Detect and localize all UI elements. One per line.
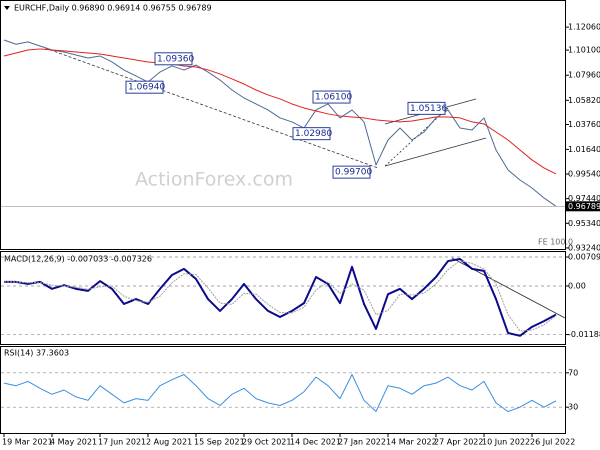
y-tick-label: 1.07960 bbox=[568, 71, 600, 80]
rsi-title: RSI(14) 37.3603 bbox=[4, 349, 69, 358]
x-tick-label: 19 Mar 2021 bbox=[2, 438, 53, 447]
x-tick-label: 17 Jun 2021 bbox=[98, 438, 146, 447]
watermark: ActionForex.com bbox=[135, 169, 293, 191]
x-tick-label: 27 Jan 2022 bbox=[338, 438, 386, 447]
x-tick-label: 26 Jul 2022 bbox=[530, 438, 575, 447]
y-tick-label: 30 bbox=[568, 403, 578, 412]
series-line bbox=[4, 260, 557, 332]
macd-title: MACD(12,26,9) -0.007033 -0.007326 bbox=[4, 255, 152, 264]
annotation-box bbox=[312, 90, 351, 104]
series-line bbox=[3, 374, 557, 412]
x-tick-label: 14 Dec 2021 bbox=[290, 438, 341, 447]
rsi-panel bbox=[0, 346, 566, 434]
annotation-label: 0.99700 bbox=[335, 168, 372, 178]
y-tick-label: 1.01640 bbox=[568, 145, 600, 154]
y-tick-label: 0.99540 bbox=[568, 170, 600, 179]
annotation-box bbox=[125, 80, 164, 94]
last-price-label: 0.96789 bbox=[568, 202, 600, 211]
series-line bbox=[3, 48, 557, 175]
y-tick-label: -0.011887 bbox=[568, 330, 600, 339]
title-icon bbox=[4, 6, 10, 10]
x-tick-label: 27 Apr 2022 bbox=[434, 438, 483, 447]
y-tick-label: 0.93240 bbox=[568, 243, 600, 252]
x-tick-label: 14 Mar 2022 bbox=[386, 438, 437, 447]
y-tick-label: 0.95340 bbox=[568, 219, 600, 228]
series-line bbox=[3, 39, 557, 207]
annotation-box bbox=[292, 127, 331, 141]
annotation-label: 1.06940 bbox=[128, 83, 165, 93]
y-tick-label: 70 bbox=[568, 368, 578, 377]
last-price-box bbox=[565, 201, 600, 212]
annotation-box bbox=[154, 52, 193, 66]
annotation-label: 1.02980 bbox=[295, 129, 332, 139]
annotation-label: 1.09360 bbox=[157, 54, 194, 64]
y-tick-label: 0.00 bbox=[568, 281, 586, 290]
annotation-label: 1.05136 bbox=[410, 104, 447, 114]
y-tick-label: 1.10100 bbox=[568, 46, 600, 55]
chart-title: EURCHF,Daily 0.96890 0.96914 0.96755 0.9… bbox=[14, 4, 212, 13]
x-tick-label: 10 Jun 2022 bbox=[482, 438, 530, 447]
y-tick-label: 0.97440 bbox=[568, 194, 600, 203]
x-tick-label: 2 Aug 2021 bbox=[146, 438, 192, 447]
annotation-label: 1.06100 bbox=[315, 93, 352, 103]
macd-panel bbox=[0, 251, 566, 345]
x-tick-label: 29 Oct 2021 bbox=[242, 438, 291, 447]
channel-lower bbox=[384, 137, 487, 167]
series-line bbox=[4, 258, 557, 337]
x-tick-label: 15 Sep 2021 bbox=[194, 438, 245, 447]
y-tick-label: 1.05820 bbox=[568, 96, 600, 105]
fe-label: FE 100.0 bbox=[538, 238, 573, 247]
trend-line bbox=[44, 47, 379, 169]
y-tick-label: 1.12060 bbox=[568, 23, 600, 32]
x-tick-label: 4 May 2021 bbox=[50, 438, 97, 447]
y-tick-label: 1.03760 bbox=[568, 120, 600, 129]
annotation-box bbox=[332, 165, 371, 179]
annotation-box bbox=[407, 101, 446, 115]
y-tick-label: 0.007098 bbox=[568, 252, 600, 261]
